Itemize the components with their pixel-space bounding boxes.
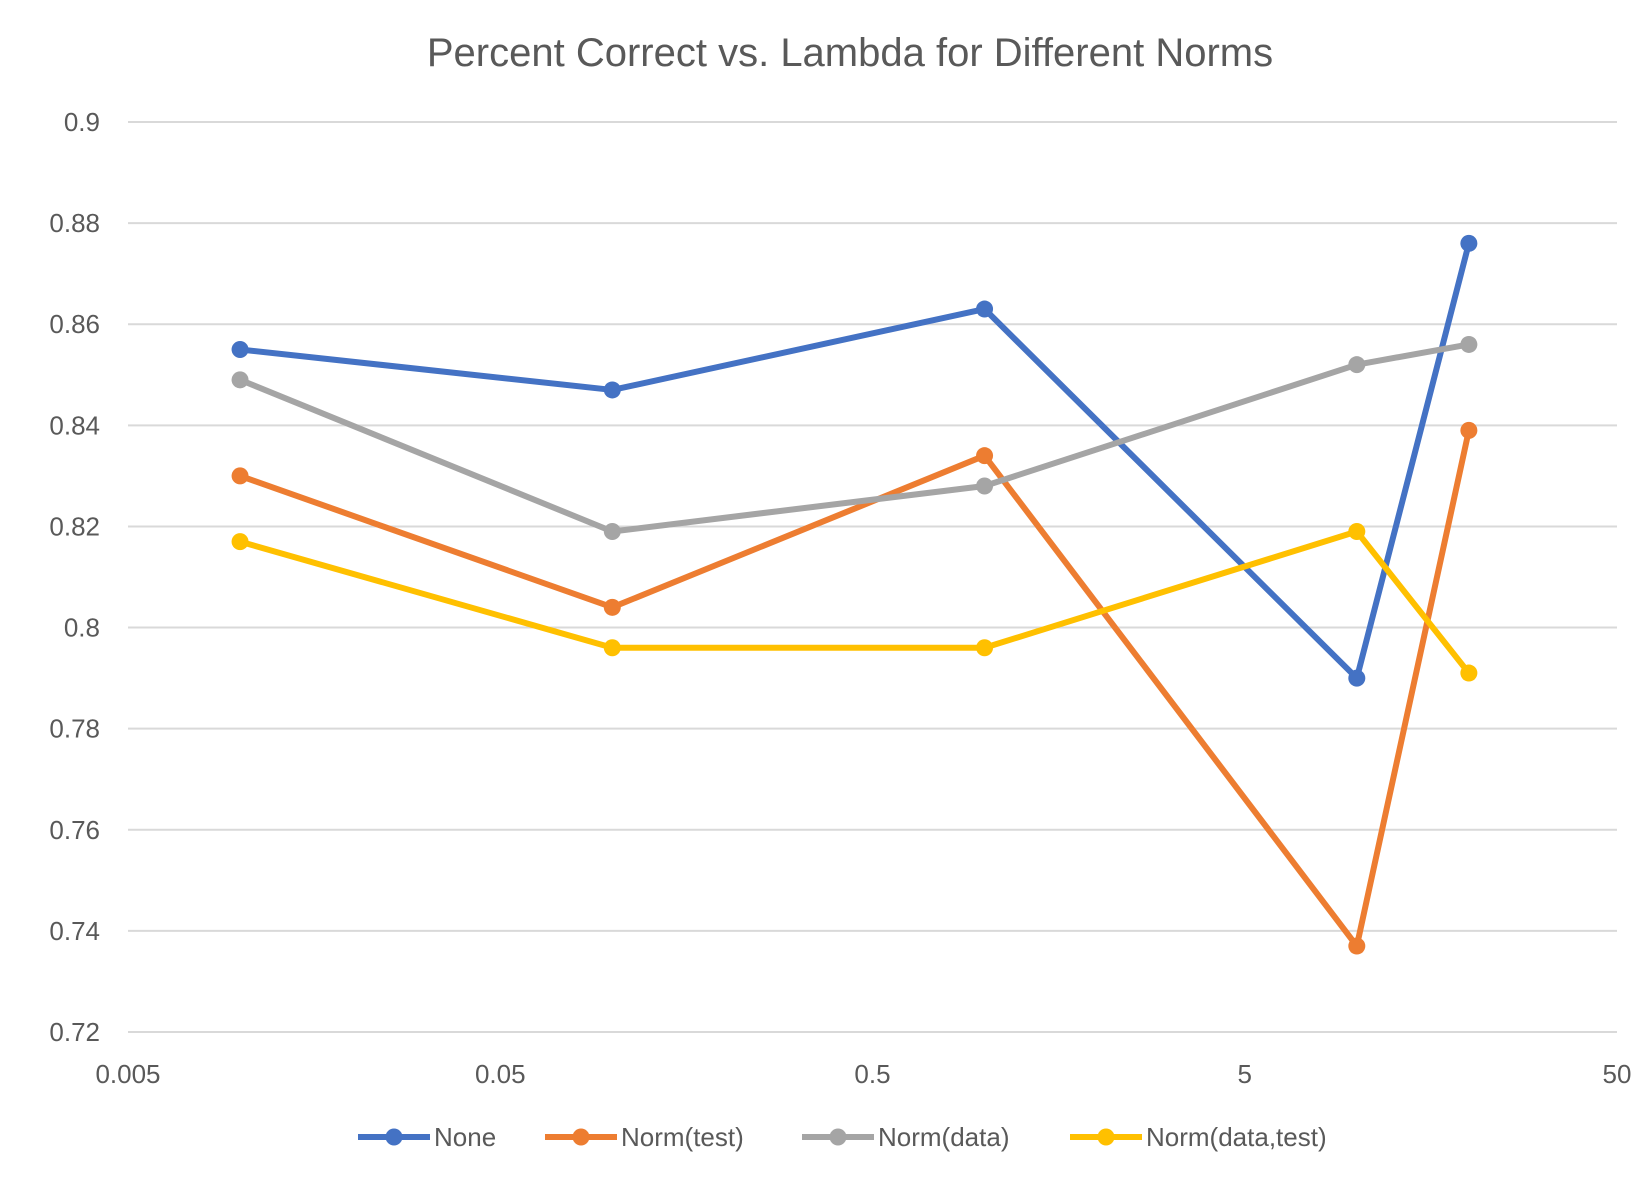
data-point [976, 300, 994, 318]
x-tick-label: 0.005 [95, 1059, 160, 1089]
series-layer [231, 234, 1478, 955]
legend-marker [572, 1128, 590, 1146]
legend-label: Norm(test) [621, 1122, 744, 1152]
y-axis-ticks: 0.9 0.88 0.86 0.84 0.82 0.8 0.78 0.76 0.74 0.72 [49, 107, 100, 1047]
x-tick-label: 50 [1603, 1059, 1632, 1089]
series-none [231, 234, 1478, 687]
chart-title: Percent Correct vs. Lambda for Different… [427, 31, 1273, 75]
y-tick-label: 0.86 [49, 309, 100, 339]
series-norm-data- [231, 335, 1478, 540]
data-point [231, 341, 249, 358]
data-point [603, 523, 621, 540]
series-line [237, 240, 1472, 682]
data-point [603, 598, 621, 616]
y-tick-label: 0.76 [49, 815, 100, 845]
data-point [1348, 523, 1366, 540]
legend-entry: None [358, 1122, 496, 1152]
x-tick-label: 0.5 [854, 1059, 890, 1089]
y-tick-label: 0.74 [49, 916, 100, 946]
series-norm-data-test- [231, 523, 1478, 682]
x-tick-label: 5 [1238, 1059, 1252, 1089]
legend-label: None [434, 1122, 496, 1152]
data-point [976, 477, 994, 495]
gridlines [128, 121, 1617, 1033]
y-tick-label: 0.72 [49, 1017, 100, 1047]
data-point [1460, 421, 1478, 439]
x-tick-label: 0.05 [475, 1059, 526, 1089]
y-tick-label: 0.82 [49, 511, 100, 541]
legend-marker [1097, 1128, 1115, 1146]
data-point [231, 467, 249, 485]
legend: None Norm(test) Norm(data) Norm(data,test) [358, 1122, 1327, 1152]
legend-label: Norm(data,test) [1146, 1122, 1327, 1152]
data-point [231, 533, 249, 551]
y-tick-label: 0.9 [64, 107, 100, 137]
legend-entry: Norm(data,test) [1070, 1122, 1327, 1152]
y-tick-label: 0.78 [49, 714, 100, 744]
data-point [1348, 937, 1366, 955]
y-tick-label: 0.88 [49, 208, 100, 238]
legend-marker [385, 1128, 403, 1146]
data-point [603, 381, 621, 399]
data-point [1460, 664, 1478, 682]
legend-entry: Norm(data) [802, 1122, 1009, 1152]
data-point [1348, 356, 1366, 374]
data-point [1348, 669, 1366, 687]
y-tick-label: 0.8 [64, 613, 100, 643]
data-point [603, 639, 621, 657]
legend-label: Norm(data) [878, 1122, 1009, 1152]
series-norm-test- [231, 421, 1478, 955]
y-tick-label: 0.84 [49, 410, 100, 440]
data-point [1460, 234, 1478, 252]
series-line [237, 427, 1472, 950]
data-point [976, 447, 994, 465]
data-point [1460, 335, 1478, 353]
data-point [976, 639, 994, 657]
x-axis-ticks: 0.005 0.05 0.5 5 50 [95, 1059, 1631, 1089]
data-point [231, 371, 249, 389]
legend-entry: Norm(test) [545, 1122, 744, 1152]
legend-marker [829, 1128, 847, 1146]
